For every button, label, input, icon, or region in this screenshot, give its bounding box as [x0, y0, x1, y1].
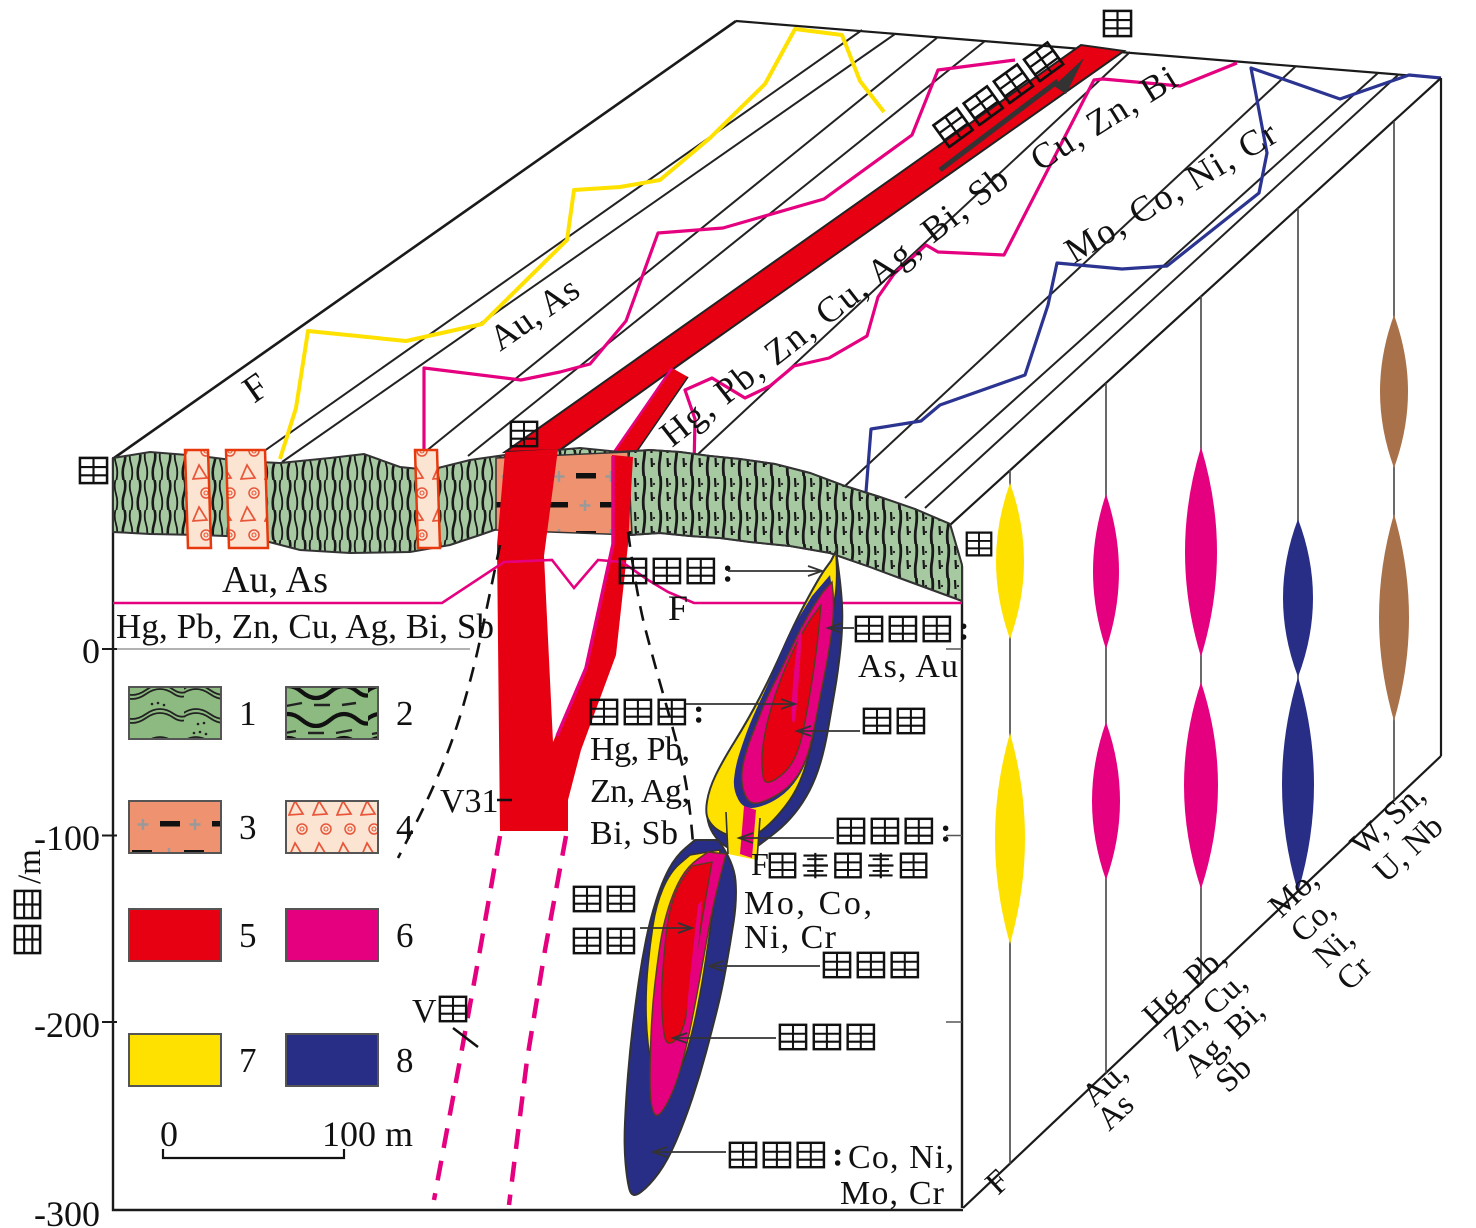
svg-text:100 m: 100 m: [322, 1114, 413, 1154]
svg-text:0: 0: [82, 631, 100, 671]
svg-text:Hg, Pb,: Hg, Pb,: [590, 731, 690, 768]
svg-text:As, Au: As, Au: [858, 648, 958, 685]
svg-text:-100: -100: [34, 818, 100, 858]
svg-text:Mo, Co,: Mo, Co,: [744, 885, 872, 922]
svg-text:8: 8: [396, 1041, 414, 1080]
svg-text:V31: V31: [440, 783, 499, 820]
svg-text:F: F: [751, 846, 769, 882]
svg-text::: :: [958, 611, 969, 648]
svg-text:0: 0: [160, 1114, 178, 1154]
svg-text:V: V: [412, 993, 437, 1030]
svg-text:Zn, Ag,: Zn, Ag,: [590, 773, 690, 810]
svg-text:2: 2: [396, 694, 414, 733]
svg-text:Co, Ni,: Co, Ni,: [848, 1139, 954, 1176]
svg-text:-300: -300: [34, 1194, 100, 1228]
svg-text:7: 7: [239, 1041, 257, 1080]
svg-text:6: 6: [396, 916, 414, 955]
svg-text::: :: [832, 1137, 843, 1174]
svg-text:5: 5: [239, 916, 257, 955]
svg-text:Hg, Pb, Zn, Cu, Ag, Bi, Sb: Hg, Pb, Zn, Cu, Ag, Bi, Sb: [116, 607, 494, 646]
svg-text:/m: /m: [12, 849, 48, 884]
svg-text:1: 1: [239, 694, 257, 733]
svg-text:Mo, Cr: Mo, Cr: [840, 1175, 945, 1212]
svg-text:-200: -200: [34, 1005, 100, 1045]
svg-text::: :: [722, 553, 733, 590]
svg-text::: :: [940, 813, 951, 850]
svg-text:Bi, Sb: Bi, Sb: [590, 815, 678, 852]
svg-text:4: 4: [396, 808, 414, 847]
svg-text:Ni, Cr: Ni, Cr: [744, 919, 837, 956]
svg-text:F: F: [668, 588, 688, 628]
svg-text:3: 3: [239, 808, 257, 847]
svg-text::: :: [693, 694, 704, 731]
svg-text:Au, As: Au, As: [222, 559, 328, 601]
